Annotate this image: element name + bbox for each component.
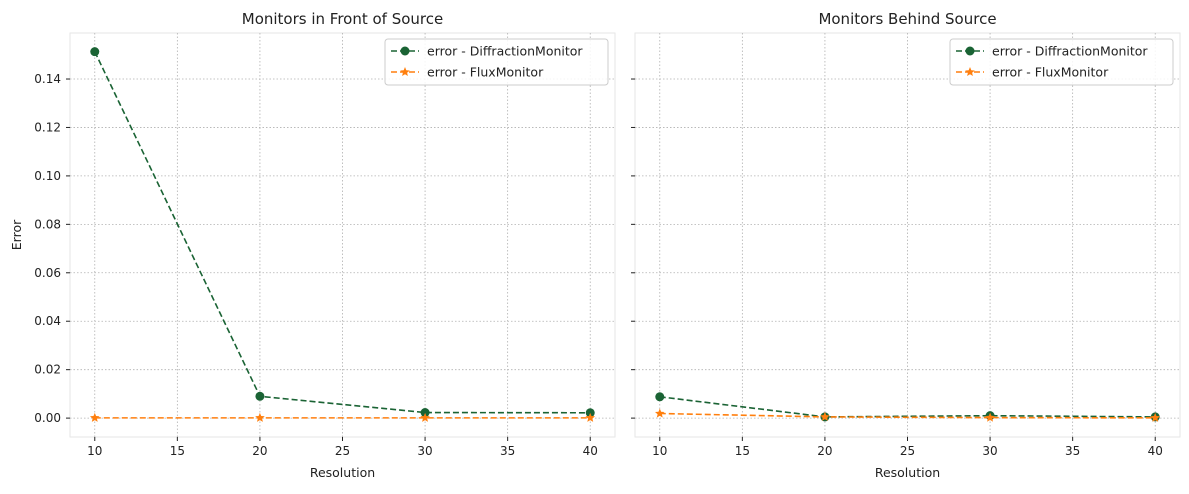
- x-tick-label: 10: [652, 444, 667, 458]
- data-point: [655, 408, 665, 418]
- x-tick-label: 15: [170, 444, 185, 458]
- y-tick-label: 0.00: [34, 411, 61, 425]
- legend-marker-star: [400, 67, 410, 76]
- data-point: [655, 392, 665, 402]
- legend-marker-circle: [965, 46, 975, 56]
- legend: error - DiffractionMonitor error - FluxMo…: [949, 38, 1174, 86]
- data-point: [1150, 412, 1160, 422]
- data-point: [255, 391, 265, 401]
- legend-box: [384, 38, 609, 86]
- x-tick-label: 40: [583, 444, 598, 458]
- legend-label: error - FluxMonitor: [427, 65, 544, 80]
- legend: error - DiffractionMonitor error - FluxMo…: [384, 38, 609, 86]
- data-point: [255, 412, 265, 422]
- x-tick-label: 30: [417, 444, 432, 458]
- legend-box: [949, 38, 1174, 86]
- x-tick-label: 25: [335, 444, 350, 458]
- panel-2: 10 15 20 25 30 35 40 Monitors Behind Source Reso…: [631, 10, 1181, 480]
- x-tick-label: 35: [1065, 444, 1080, 458]
- legend-label: error - FluxMonitor: [992, 65, 1109, 80]
- x-tick-label: 20: [252, 444, 267, 458]
- x-axis-label: Resolution: [310, 465, 375, 480]
- legend-marker-star: [965, 67, 975, 76]
- chart-title: Monitors in Front of Source: [242, 10, 444, 28]
- legend-label: error - DiffractionMonitor: [992, 44, 1148, 59]
- data-point: [420, 412, 430, 422]
- y-tick-label: 0.14: [34, 72, 61, 86]
- x-tick-label: 30: [982, 444, 997, 458]
- legend-label: error - DiffractionMonitor: [427, 44, 583, 59]
- x-tick-label: 25: [900, 444, 915, 458]
- data-point: [820, 411, 830, 421]
- panel-1: 10 15 20 25 30 35 40 0.00 0.02 0.04 0.06 0.08 0.10 0.…: [9, 10, 616, 480]
- data-point: [90, 412, 100, 422]
- x-tick-label: 20: [817, 444, 832, 458]
- series-line: [659, 412, 1156, 419]
- x-tick-label: 15: [735, 444, 750, 458]
- x-tick-label: 10: [87, 444, 102, 458]
- y-tick-label: 0.10: [34, 169, 61, 183]
- x-axis-label: Resolution: [875, 465, 940, 480]
- x-tick-label: 40: [1148, 444, 1163, 458]
- y-axis-label: Error: [9, 219, 24, 250]
- data-point: [985, 412, 995, 422]
- series-line: [94, 51, 591, 414]
- y-tick-label: 0.04: [34, 314, 61, 328]
- y-tick-label: 0.02: [34, 363, 61, 377]
- data-point: [420, 408, 430, 418]
- data-point: [585, 412, 595, 422]
- legend-marker-circle: [400, 46, 410, 56]
- y-tick-label: 0.08: [34, 217, 61, 231]
- y-tick-label: 0.06: [34, 266, 61, 280]
- data-point: [90, 47, 100, 57]
- y-tick-label: 0.12: [34, 120, 61, 134]
- series-line: [659, 395, 1156, 418]
- data-point: [585, 408, 595, 418]
- chart-title: Monitors Behind Source: [818, 10, 996, 28]
- x-tick-label: 35: [500, 444, 515, 458]
